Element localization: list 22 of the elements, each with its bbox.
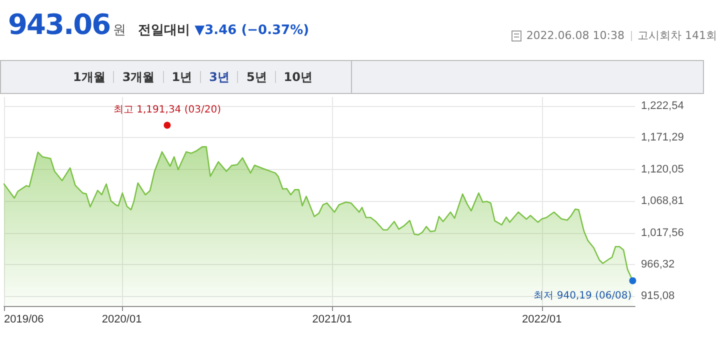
x-tick-label: 2022/01 <box>522 314 562 326</box>
x-tick-label: 2020/01 <box>102 314 142 326</box>
annotation: 최고 1,191,34 (03/20) <box>113 104 222 116</box>
text: 3개월 <box>113 70 163 84</box>
y-tick-label: 1,017,56 <box>641 226 684 239</box>
x-tick-label: 2019/06 <box>4 314 44 326</box>
y-tick-label: 966,32 <box>641 258 675 271</box>
text: 10년 <box>274 70 320 84</box>
text: 1년 <box>162 70 200 84</box>
text: 1개월 <box>72 70 106 84</box>
annotation: 최저 940,19 (06/08) <box>534 290 632 302</box>
y-tick-label: 1,171,29 <box>641 132 684 144</box>
text: 2022.06.08 10:38 <box>526 29 624 42</box>
chart-subtitle: 전일대비 ▼3.46 (−0.37%) <box>138 23 310 38</box>
x-tick-label: 2021/01 <box>312 314 352 326</box>
y-tick-label: 1,068,81 <box>641 195 684 208</box>
y-tick-label: 1,222,54 <box>641 100 684 112</box>
y-tick-label: 1,120,05 <box>641 163 684 176</box>
y-tick-label: 915,08 <box>641 290 675 302</box>
text: 고시회차 141회 <box>638 28 717 43</box>
text: 5년 <box>237 70 275 84</box>
text: 3년 <box>200 70 238 84</box>
